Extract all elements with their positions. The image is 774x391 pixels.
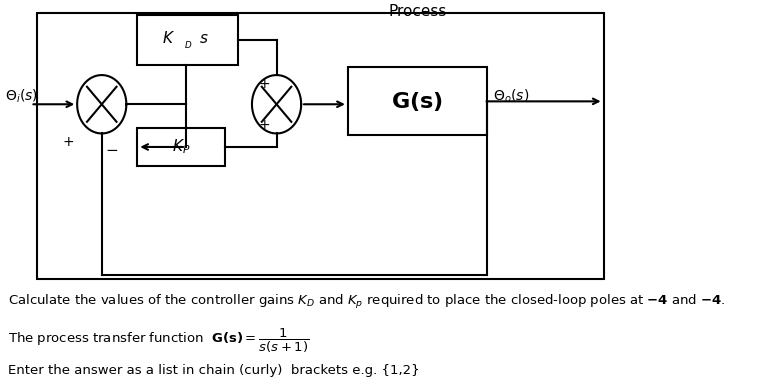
Text: +: + — [62, 135, 74, 149]
Bar — [137, 15, 238, 65]
Text: Enter the answer as a list in chain (curly)  brackets e.g. {1,2}: Enter the answer as a list in chain (cur… — [8, 364, 420, 377]
Text: $s$: $s$ — [199, 31, 208, 46]
Text: Calculate the values of the controller gains $K_D$ and $K_p$ required to place t: Calculate the values of the controller g… — [8, 293, 725, 311]
Bar — [348, 67, 487, 135]
Text: $K_P$: $K_P$ — [172, 138, 190, 156]
Text: $K$: $K$ — [162, 30, 175, 46]
Text: +: + — [259, 118, 270, 131]
Text: $\Theta_o(s)$: $\Theta_o(s)$ — [494, 88, 529, 105]
Text: $-$: $-$ — [105, 141, 118, 156]
Text: +: + — [259, 77, 270, 91]
Text: $\Theta_i(s)$: $\Theta_i(s)$ — [5, 88, 38, 105]
Text: $\mathbf{G(s)}$: $\mathbf{G(s)}$ — [392, 90, 444, 113]
Bar — [37, 13, 604, 279]
Text: $_D$: $_D$ — [184, 38, 193, 50]
Text: Process: Process — [389, 4, 447, 19]
Text: The process transfer function  $\mathbf{G(s)}=\dfrac{1}{s(s+1)}$: The process transfer function $\mathbf{G… — [8, 327, 309, 355]
Bar — [137, 127, 224, 167]
